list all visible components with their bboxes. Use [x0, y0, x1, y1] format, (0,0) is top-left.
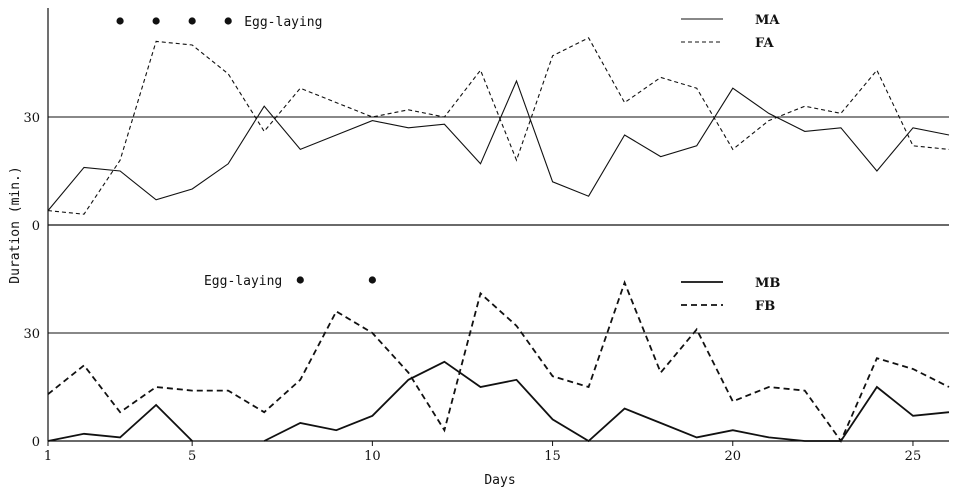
egg-laying-marker-day-6	[224, 17, 232, 25]
egg-laying-marker-day-8	[296, 276, 304, 284]
series-fa-line	[47, 37, 950, 215]
series-mb-line-seg2	[263, 360, 950, 443]
labels-layer: Days Duration (min.) MA FA Egg-laying MB FB E…	[8, 13, 780, 487]
panel-b-egg-laying-label: Egg-laying	[204, 274, 282, 289]
panel-b-y-tick-label-30: 30	[23, 327, 40, 342]
panel-a-y-tick-label-30: 30	[23, 111, 40, 126]
series-ma-line	[47, 79, 950, 211]
egg-laying-marker-day-3	[116, 17, 124, 25]
egg-laying-marker-day-5	[188, 17, 196, 25]
x-tick-label-15: 15	[544, 449, 561, 464]
series-layer	[47, 37, 950, 443]
panel-b-y-tick-label-0: 0	[32, 435, 40, 450]
x-tick-label-20: 20	[724, 449, 741, 464]
legend-label-mb: MB	[755, 276, 780, 291]
egg-laying-marker-day-4	[152, 17, 160, 25]
x-tick-label-25: 25	[905, 449, 922, 464]
x-tick-label-10: 10	[364, 449, 381, 464]
panel-a-egg-laying-label: Egg-laying	[244, 15, 322, 30]
panel-a-y-tick-label-0: 0	[32, 219, 40, 234]
series-fb-line	[47, 280, 950, 443]
egg-laying-marker-day-10	[368, 276, 376, 284]
y-axis-label: Duration (min.)	[8, 166, 23, 283]
legend-label-ma: MA	[755, 13, 780, 28]
x-tick-label-5: 5	[188, 449, 196, 464]
series-mb-line-seg1	[47, 403, 193, 442]
x-tick-label-1: 1	[44, 449, 52, 464]
legend-label-fb: FB	[755, 299, 775, 314]
x-axis-label: Days	[484, 473, 515, 487]
legend-label-fa: FA	[755, 36, 774, 51]
